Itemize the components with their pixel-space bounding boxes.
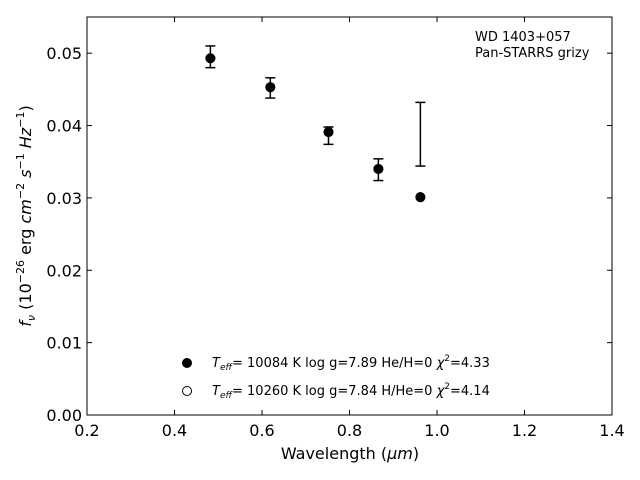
x-tick-label-0: 0.2 xyxy=(74,421,99,440)
y-tick-label-3: 0.03 xyxy=(46,189,82,208)
y-tick-label-1: 0.01 xyxy=(46,334,82,353)
model-point-filled-1 xyxy=(265,82,276,93)
y-axis-label: fν (10−26 erg cm−2 s−1 Hz−1) xyxy=(14,105,38,326)
data-marks xyxy=(205,45,426,203)
axis-ticks: 0.2 0.4 0.6 0.8 1.0 1.2 1.4 0.00 0.01 0.02 0.03 0.0… xyxy=(46,17,625,440)
x-axis-label: Wavelength (μm) xyxy=(281,444,419,463)
y-tick-label-2: 0.02 xyxy=(46,261,82,280)
y-tick-label-0: 0.00 xyxy=(46,406,82,425)
y-tick-label-5: 0.05 xyxy=(46,44,82,63)
x-tick-label-6: 1.4 xyxy=(599,421,624,440)
x-tick-label-4: 1.0 xyxy=(424,421,449,440)
model-point-filled-4 xyxy=(415,192,426,203)
annotation-target: WD 1403+057 xyxy=(475,30,571,45)
model-point-filled-3 xyxy=(373,163,384,174)
y-tick-label-4: 0.04 xyxy=(46,117,82,136)
legend-entry-1: Teff= 10084 K log g=7.89 He/H=0 χ2=4.33 xyxy=(212,354,490,373)
legend-marker-filled xyxy=(182,358,192,368)
x-tick-label-1: 0.4 xyxy=(162,421,187,440)
x-tick-label-2: 0.6 xyxy=(249,421,274,440)
legend-entry-2: Teff= 10260 K log g=7.84 H/He=0 χ2=4.14 xyxy=(212,382,490,401)
x-tick-label-5: 1.2 xyxy=(512,421,537,440)
x-tick-label-3: 0.8 xyxy=(337,421,362,440)
legend-marker-open xyxy=(182,386,192,396)
annotation-survey: Pan-STARRS grizy xyxy=(475,46,590,61)
legend: Teff= 10084 K log g=7.89 He/H=0 χ2=4.33 … xyxy=(182,354,490,401)
model-point-filled-2 xyxy=(323,127,334,138)
model-point-filled-0 xyxy=(205,53,216,64)
